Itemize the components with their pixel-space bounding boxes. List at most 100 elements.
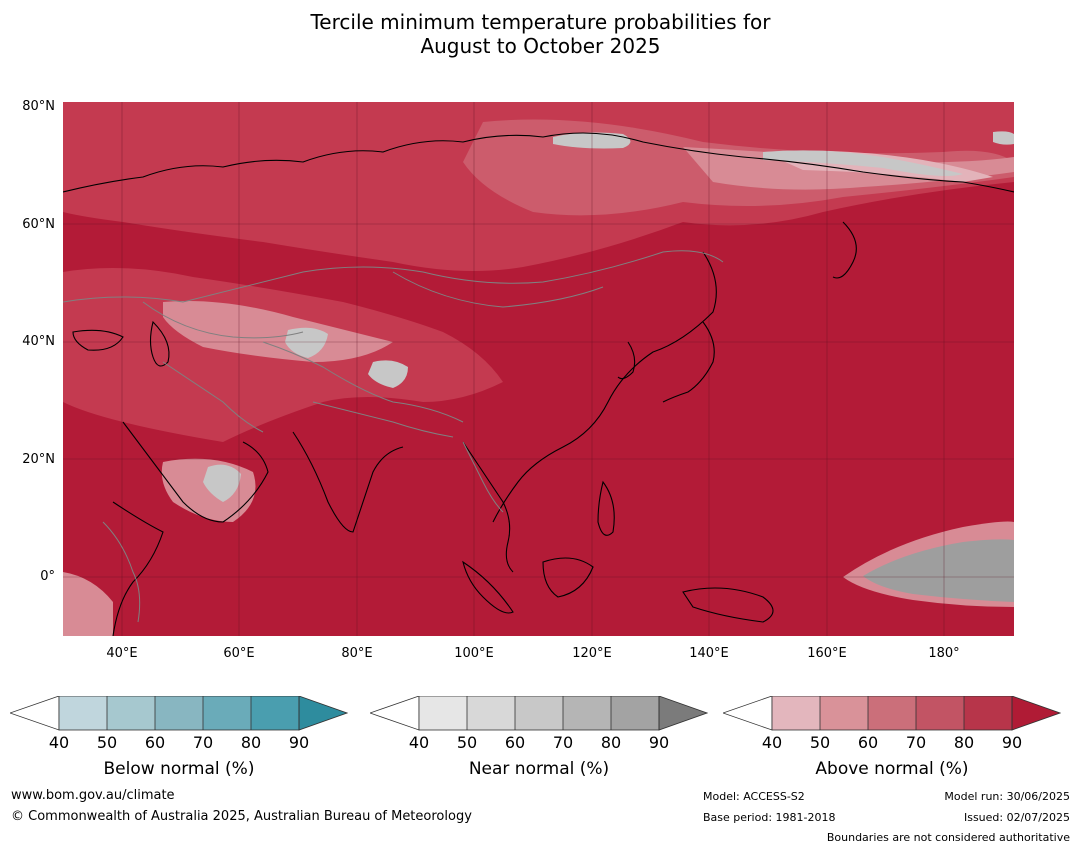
model-run-date: Model run: 30/06/2025 bbox=[944, 790, 1070, 803]
above-swatch-40-50 bbox=[772, 696, 820, 730]
above-swatch-80-90 bbox=[964, 696, 1012, 730]
above-swatch-over-90 bbox=[1011, 696, 1061, 731]
near-swatch-50-60 bbox=[467, 696, 515, 730]
coast-india bbox=[292, 431, 404, 533]
above-tick-40: 40 bbox=[761, 733, 783, 752]
above-swatch-70-80 bbox=[916, 696, 964, 730]
lon-label-100e: 100°E bbox=[454, 646, 494, 661]
colorbar-near-normal bbox=[370, 696, 708, 731]
coast-korea bbox=[617, 341, 636, 380]
below-swatch-under-40 bbox=[10, 696, 60, 731]
border-iran bbox=[162, 361, 264, 433]
below-swatch-50-60 bbox=[107, 696, 155, 730]
title-line-2: August to October 2025 bbox=[420, 34, 661, 58]
lat-label-0: 0° bbox=[40, 569, 55, 584]
coast-borneo bbox=[542, 557, 594, 598]
below-tick-50: 50 bbox=[96, 733, 118, 752]
coast-japan bbox=[662, 321, 715, 403]
above-swatch-under-40 bbox=[723, 696, 773, 731]
below-swatch-60-70 bbox=[155, 696, 203, 730]
near-swatch-under-40 bbox=[370, 696, 420, 731]
model-info: Model: ACCESS-S2 bbox=[703, 790, 805, 803]
coast-new-guinea bbox=[682, 587, 774, 623]
boundaries-disclaimer: Boundaries are not considered authoritat… bbox=[826, 831, 1070, 844]
lon-label-180: 180° bbox=[928, 646, 960, 661]
coast-caspian bbox=[149, 320, 170, 367]
near-tick-40: 40 bbox=[408, 733, 430, 752]
border-southeast-asia bbox=[462, 441, 504, 513]
above-tick-60: 60 bbox=[857, 733, 879, 752]
lon-label-80e: 80°E bbox=[341, 646, 373, 661]
region-tibet-near bbox=[368, 360, 408, 388]
above-tick-50: 50 bbox=[809, 733, 831, 752]
above-dividers bbox=[819, 696, 965, 730]
lat-label-60n: 60°N bbox=[22, 217, 55, 232]
lon-label-60e: 60°E bbox=[223, 646, 255, 661]
lat-label-80n: 80°N bbox=[22, 99, 55, 114]
lat-label-40n: 40°N bbox=[22, 334, 55, 349]
coast-indochina bbox=[462, 441, 514, 573]
region-arabia-near bbox=[203, 464, 241, 502]
coast-black-sea bbox=[72, 329, 124, 351]
probability-map bbox=[63, 102, 1014, 636]
near-tick-90: 90 bbox=[648, 733, 670, 752]
above-normal-title: Above normal (%) bbox=[815, 759, 969, 779]
probability-regions bbox=[63, 102, 1014, 636]
near-swatch-40-50 bbox=[419, 696, 467, 730]
above-outline bbox=[771, 696, 1013, 731]
map-svg bbox=[63, 102, 1014, 636]
near-dividers bbox=[466, 696, 612, 730]
below-tick-70: 70 bbox=[192, 733, 214, 752]
above-swatch-60-70 bbox=[868, 696, 916, 730]
lon-label-120e: 120°E bbox=[572, 646, 612, 661]
issued-date: Issued: 02/07/2025 bbox=[963, 811, 1070, 824]
below-outline bbox=[58, 696, 300, 731]
region-arctic-near-3 bbox=[993, 131, 1014, 145]
border-india-china bbox=[312, 401, 454, 438]
coast-sumatra bbox=[462, 560, 514, 614]
below-swatch-80-90 bbox=[251, 696, 299, 730]
near-tick-70: 70 bbox=[552, 733, 574, 752]
lon-label-40e: 40°E bbox=[106, 646, 138, 661]
region-tarim-near bbox=[285, 327, 328, 358]
above-swatch-50-60 bbox=[820, 696, 868, 730]
above-tick-70: 70 bbox=[905, 733, 927, 752]
coast-arabia bbox=[122, 421, 269, 523]
near-swatch-70-80 bbox=[563, 696, 611, 730]
below-swatch-70-80 bbox=[203, 696, 251, 730]
near-swatch-80-90 bbox=[611, 696, 659, 730]
border-kazakhstan bbox=[142, 301, 304, 339]
lon-label-160e: 160°E bbox=[807, 646, 847, 661]
region-africa-pale bbox=[63, 572, 113, 636]
above-tick-80: 80 bbox=[953, 733, 975, 752]
copyright-notice: © Commonwealth of Australia 2025, Austra… bbox=[11, 809, 472, 824]
near-swatch-60-70 bbox=[515, 696, 563, 730]
region-central-asia-pale bbox=[163, 301, 393, 362]
website-link[interactable]: www.bom.gov.au/climate bbox=[11, 788, 175, 803]
near-swatch-over-90 bbox=[658, 696, 708, 731]
base-period-info: Base period: 1981-2018 bbox=[703, 811, 836, 824]
lon-label-140e: 140°E bbox=[689, 646, 729, 661]
chart-title: Tercile minimum temperature probabilitie… bbox=[0, 10, 1081, 58]
coast-africa-horn bbox=[112, 501, 164, 636]
near-tick-50: 50 bbox=[456, 733, 478, 752]
title-line-1: Tercile minimum temperature probabilitie… bbox=[310, 10, 771, 34]
region-arctic-near-2 bbox=[763, 150, 963, 176]
near-tick-80: 80 bbox=[600, 733, 622, 752]
coast-kamchatka bbox=[832, 221, 857, 279]
coast-philippines bbox=[597, 480, 615, 536]
near-normal-title: Near normal (%) bbox=[468, 759, 610, 779]
coastlines bbox=[63, 132, 1014, 636]
lat-label-20n: 20°N bbox=[22, 452, 55, 467]
border-east-africa bbox=[102, 521, 141, 623]
below-swatch-40-50 bbox=[59, 696, 107, 730]
above-tick-90: 90 bbox=[1001, 733, 1023, 752]
below-tick-60: 60 bbox=[144, 733, 166, 752]
border-russia-south bbox=[63, 250, 724, 303]
colorbar-below-normal bbox=[10, 696, 348, 731]
below-tick-80: 80 bbox=[240, 733, 262, 752]
region-pacific-near bbox=[863, 539, 1014, 602]
below-swatch-over-90 bbox=[298, 696, 348, 731]
border-china-west bbox=[262, 341, 464, 423]
below-dividers bbox=[106, 696, 252, 730]
